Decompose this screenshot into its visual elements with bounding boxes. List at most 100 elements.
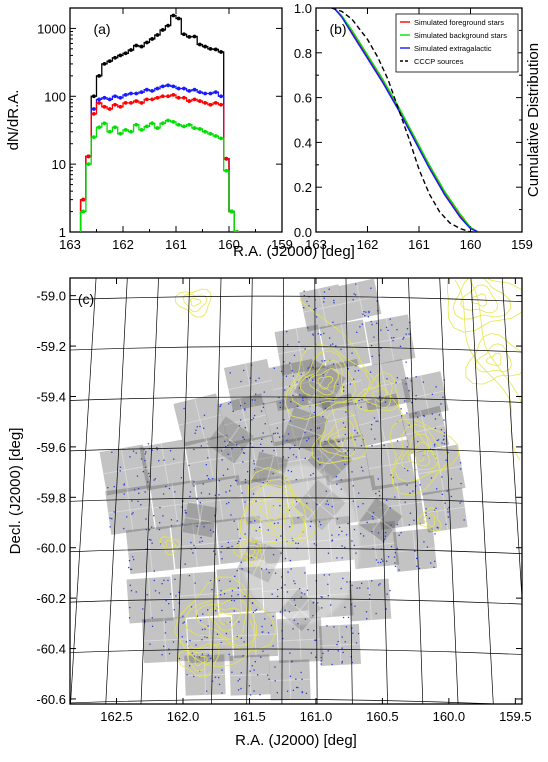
data-point: [224, 156, 229, 161]
source-point: [298, 341, 300, 343]
data-point: [176, 86, 181, 91]
source-point: [297, 686, 299, 689]
source-point: [147, 481, 149, 483]
source-point: [220, 642, 222, 644]
chip-gap: [268, 414, 312, 426]
source-point: [168, 648, 170, 650]
source-point: [260, 410, 263, 412]
source-point: [294, 444, 296, 447]
source-point: [255, 380, 257, 382]
source-point: [128, 617, 131, 619]
source-point: [218, 494, 220, 496]
source-point: [336, 643, 338, 646]
source-point: [224, 440, 226, 442]
contour-line: [194, 654, 208, 666]
source-point: [357, 632, 360, 635]
data-point: [150, 121, 155, 126]
source-point: [153, 479, 155, 481]
source-point: [280, 535, 282, 537]
source-point: [221, 692, 223, 694]
y-tick-label: -60.6: [36, 692, 66, 707]
source-point: [324, 360, 326, 362]
source-point: [221, 545, 223, 548]
source-point: [218, 683, 221, 686]
chip-gap: [278, 345, 322, 355]
data-point: [97, 73, 102, 78]
data-point: [219, 102, 223, 107]
source-point: [346, 581, 348, 583]
source-point: [387, 556, 390, 558]
plot-frame-c: [69, 277, 523, 705]
source-point: [371, 355, 373, 358]
source-point: [312, 334, 314, 336]
source-point: [129, 584, 131, 586]
contour-line: [174, 288, 212, 318]
source-point: [273, 367, 275, 369]
y-tick-label: -60.0: [36, 541, 66, 556]
data-point: [160, 121, 165, 126]
source-point: [231, 447, 233, 450]
source-point: [362, 313, 364, 315]
source-point: [128, 560, 131, 562]
source-point: [322, 416, 324, 418]
contour-line: [252, 491, 294, 535]
source-point: [441, 442, 443, 444]
chip-gap: [313, 414, 357, 426]
source-point: [308, 296, 310, 298]
x-tick-label: 161.5: [233, 709, 266, 724]
source-point: [289, 526, 291, 528]
chip-gap: [208, 618, 212, 662]
source-point: [119, 466, 122, 468]
data-point: [208, 131, 213, 136]
source-point: [343, 390, 345, 392]
source-point: [226, 503, 228, 505]
source-point: [316, 503, 318, 505]
source-point: [406, 328, 409, 330]
source-point: [286, 331, 288, 333]
contour-line: [469, 279, 522, 403]
chip-footprint: [269, 659, 311, 701]
source-point: [363, 311, 365, 313]
y-tick-label: -59.0: [36, 289, 66, 304]
source-point: [272, 433, 275, 435]
data-point: [91, 94, 96, 99]
source-point: [297, 542, 299, 545]
source-point: [425, 512, 427, 514]
source-point: [154, 478, 156, 480]
source-point: [409, 512, 412, 514]
source-point: [413, 519, 415, 521]
panel-label-b: (b): [329, 21, 346, 37]
source-point: [341, 636, 343, 638]
source-point: [450, 478, 453, 480]
source-point: [347, 450, 349, 452]
data-point: [197, 127, 202, 131]
source-point: [200, 445, 202, 447]
data-point: [203, 91, 208, 96]
source-point: [344, 546, 346, 549]
source-point: [400, 408, 402, 410]
data-point: [150, 89, 155, 93]
source-point: [289, 447, 291, 450]
source-point: [280, 552, 282, 554]
x-tick-label: 162.0: [167, 709, 200, 724]
source-point: [352, 485, 354, 487]
data-point: [113, 94, 117, 99]
source-point: [231, 671, 233, 673]
chip-gap: [196, 505, 204, 535]
source-point: [442, 396, 444, 398]
source-point: [350, 656, 352, 658]
source-point: [328, 288, 330, 290]
data-point: [102, 121, 107, 126]
source-point: [389, 507, 391, 509]
data-point: [97, 125, 102, 130]
contour-line: [486, 352, 502, 367]
source-point: [336, 483, 338, 485]
source-point: [343, 386, 345, 388]
source-point: [130, 568, 133, 570]
source-point: [123, 483, 125, 485]
source-point: [380, 561, 382, 564]
source-point: [292, 454, 295, 456]
source-point: [394, 552, 397, 554]
y-tick-label: -60.2: [36, 591, 66, 606]
chip-gap: [288, 659, 292, 701]
